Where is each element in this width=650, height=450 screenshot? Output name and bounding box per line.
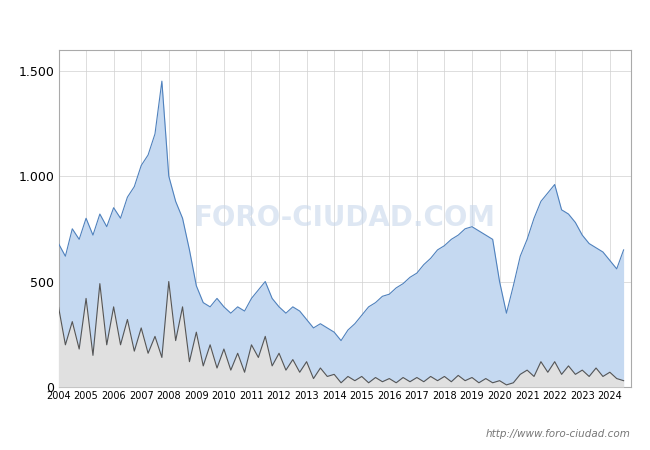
Text: Sabadell - Evolucion del Nº de Transacciones Inmobiliarias: Sabadell - Evolucion del Nº de Transacci…	[111, 13, 539, 28]
Text: http://www.foro-ciudad.com: http://www.foro-ciudad.com	[486, 429, 630, 439]
Text: FORO-CIUDAD.COM: FORO-CIUDAD.COM	[194, 204, 495, 232]
